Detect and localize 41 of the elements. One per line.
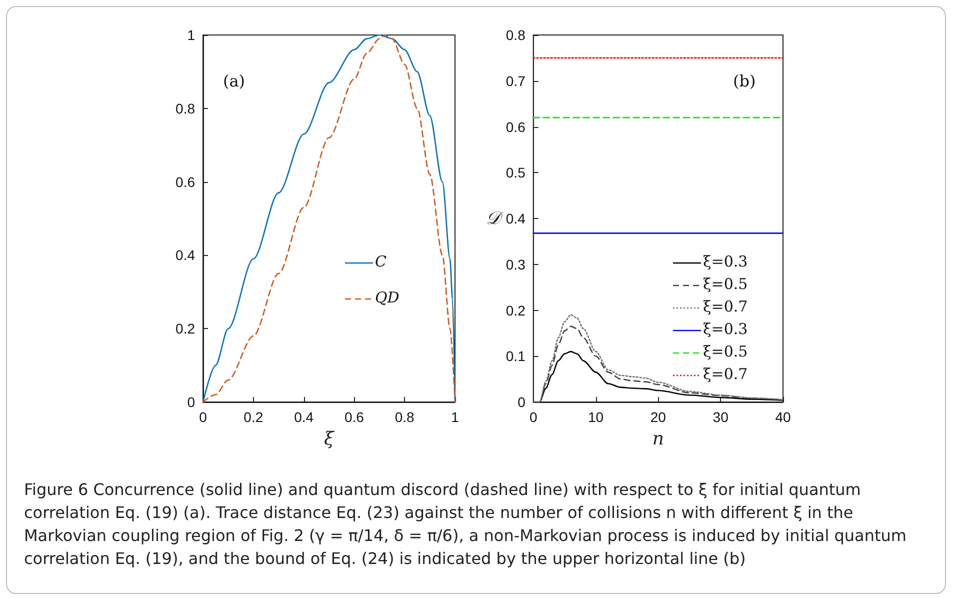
x-tick-label: 0: [529, 409, 538, 425]
y-tick-label: 0.1: [506, 348, 526, 364]
legend-label: ξ=0.5: [703, 275, 748, 293]
y-tick-label: 0.8: [506, 27, 526, 43]
y-tick-label: 0.4: [506, 210, 526, 226]
y-tick-label: 0.2: [506, 302, 526, 318]
legend-label: ξ=0.7: [703, 365, 748, 383]
x-tick-label: 1: [451, 409, 460, 425]
y-axis-title: 𝒟: [486, 208, 504, 229]
y-tick-label: 0.8: [176, 100, 196, 116]
x-tick-label: 30: [712, 409, 729, 425]
legend-label: ξ=0.7: [703, 298, 748, 316]
y-tick-label: 0.3: [506, 256, 526, 272]
legend-label: ξ=0.3: [703, 320, 748, 338]
caption: Figure 6 Concurrence (solid line) and quantum discord (dashed line) with respect to ξ for initial quantum correlation Eq. (19) (a). Trace distance Eq. (23) against the number of collisions n with different ξ in the Markovian coupling region of Fig. 2 (γ = π/14, δ = π/6), a non-Markovian process is induced by initial quantum correlation Eq. (19), and the bound of Eq. (24) is indicated by the upper horizontal line (b): [24, 479, 908, 570]
x-axis-title: ξ: [324, 428, 336, 450]
legend-label: C: [375, 252, 387, 270]
line-series: [202, 34, 456, 403]
y-tick-label: 0.5: [506, 164, 526, 181]
y-tick-label: 0.4: [176, 247, 196, 264]
legend-label: QD: [375, 288, 400, 306]
x-tick-label: 0.6: [344, 409, 364, 425]
annotation: (a): [223, 72, 246, 90]
x-tick-label: 10: [588, 409, 604, 425]
legend-label: ξ=0.5: [703, 342, 748, 360]
x-tick-label: 0.2: [244, 409, 264, 425]
annotation: (b): [733, 72, 756, 90]
x-axis-title: n: [652, 428, 664, 450]
x-tick-label: 20: [650, 409, 666, 425]
legend-label: ξ=0.3: [703, 252, 748, 270]
y-tick-label: 0: [518, 394, 526, 410]
y-tick-label: 0: [187, 394, 196, 410]
y-tick-label: 0.6: [176, 174, 196, 190]
x-tick-label: 0: [199, 409, 208, 425]
y-tick-label: 0.6: [506, 118, 526, 135]
x-tick-label: 0.4: [294, 409, 314, 425]
x-tick-label: 40: [775, 409, 791, 425]
y-tick-label: 0.2: [176, 320, 196, 337]
y-tick-label: 1: [187, 27, 196, 43]
x-tick-label: 0.8: [394, 409, 415, 425]
y-tick-label: 0.7: [506, 72, 526, 89]
